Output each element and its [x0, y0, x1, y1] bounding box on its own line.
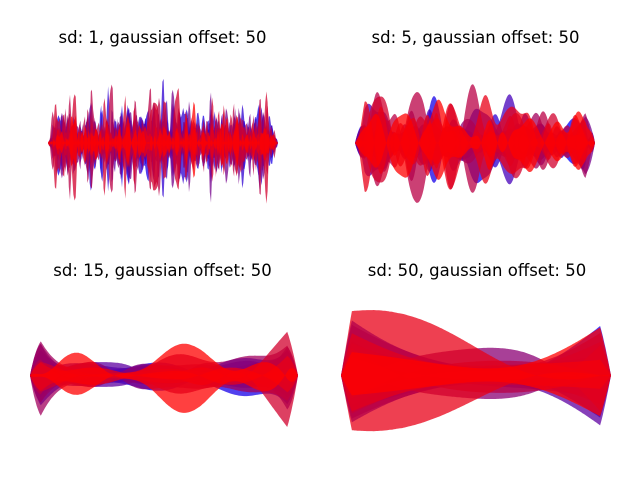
series-layer-12	[341, 327, 611, 417]
series-layer-12	[355, 99, 595, 180]
panel-sd-15: sd: 15, gaussian offset: 50	[30, 258, 298, 473]
series-layer-12	[30, 343, 298, 413]
chart-title: sd: 5, gaussian offset: 50	[371, 28, 580, 47]
series-layer-12	[48, 101, 278, 178]
layer-group	[341, 310, 611, 432]
stacked-gaussian-plot	[341, 310, 611, 432]
panel-sd-1: sd: 1, gaussian offset: 50	[30, 25, 295, 235]
chart-title: sd: 15, gaussian offset: 50	[53, 261, 272, 280]
layer-group	[355, 84, 595, 203]
chart-title: sd: 50, gaussian offset: 50	[367, 261, 587, 280]
stacked-gaussian-plot	[30, 331, 298, 427]
panel-sd-50: sd: 50, gaussian offset: 50	[341, 258, 611, 473]
layer-group	[30, 331, 298, 427]
layer-group	[48, 78, 278, 204]
stacked-gaussian-plot	[355, 84, 595, 203]
panel-sd-5: sd: 5, gaussian offset: 50	[343, 25, 608, 235]
stacked-gaussian-plot	[48, 78, 278, 204]
chart-title: sd: 1, gaussian offset: 50	[58, 28, 267, 47]
